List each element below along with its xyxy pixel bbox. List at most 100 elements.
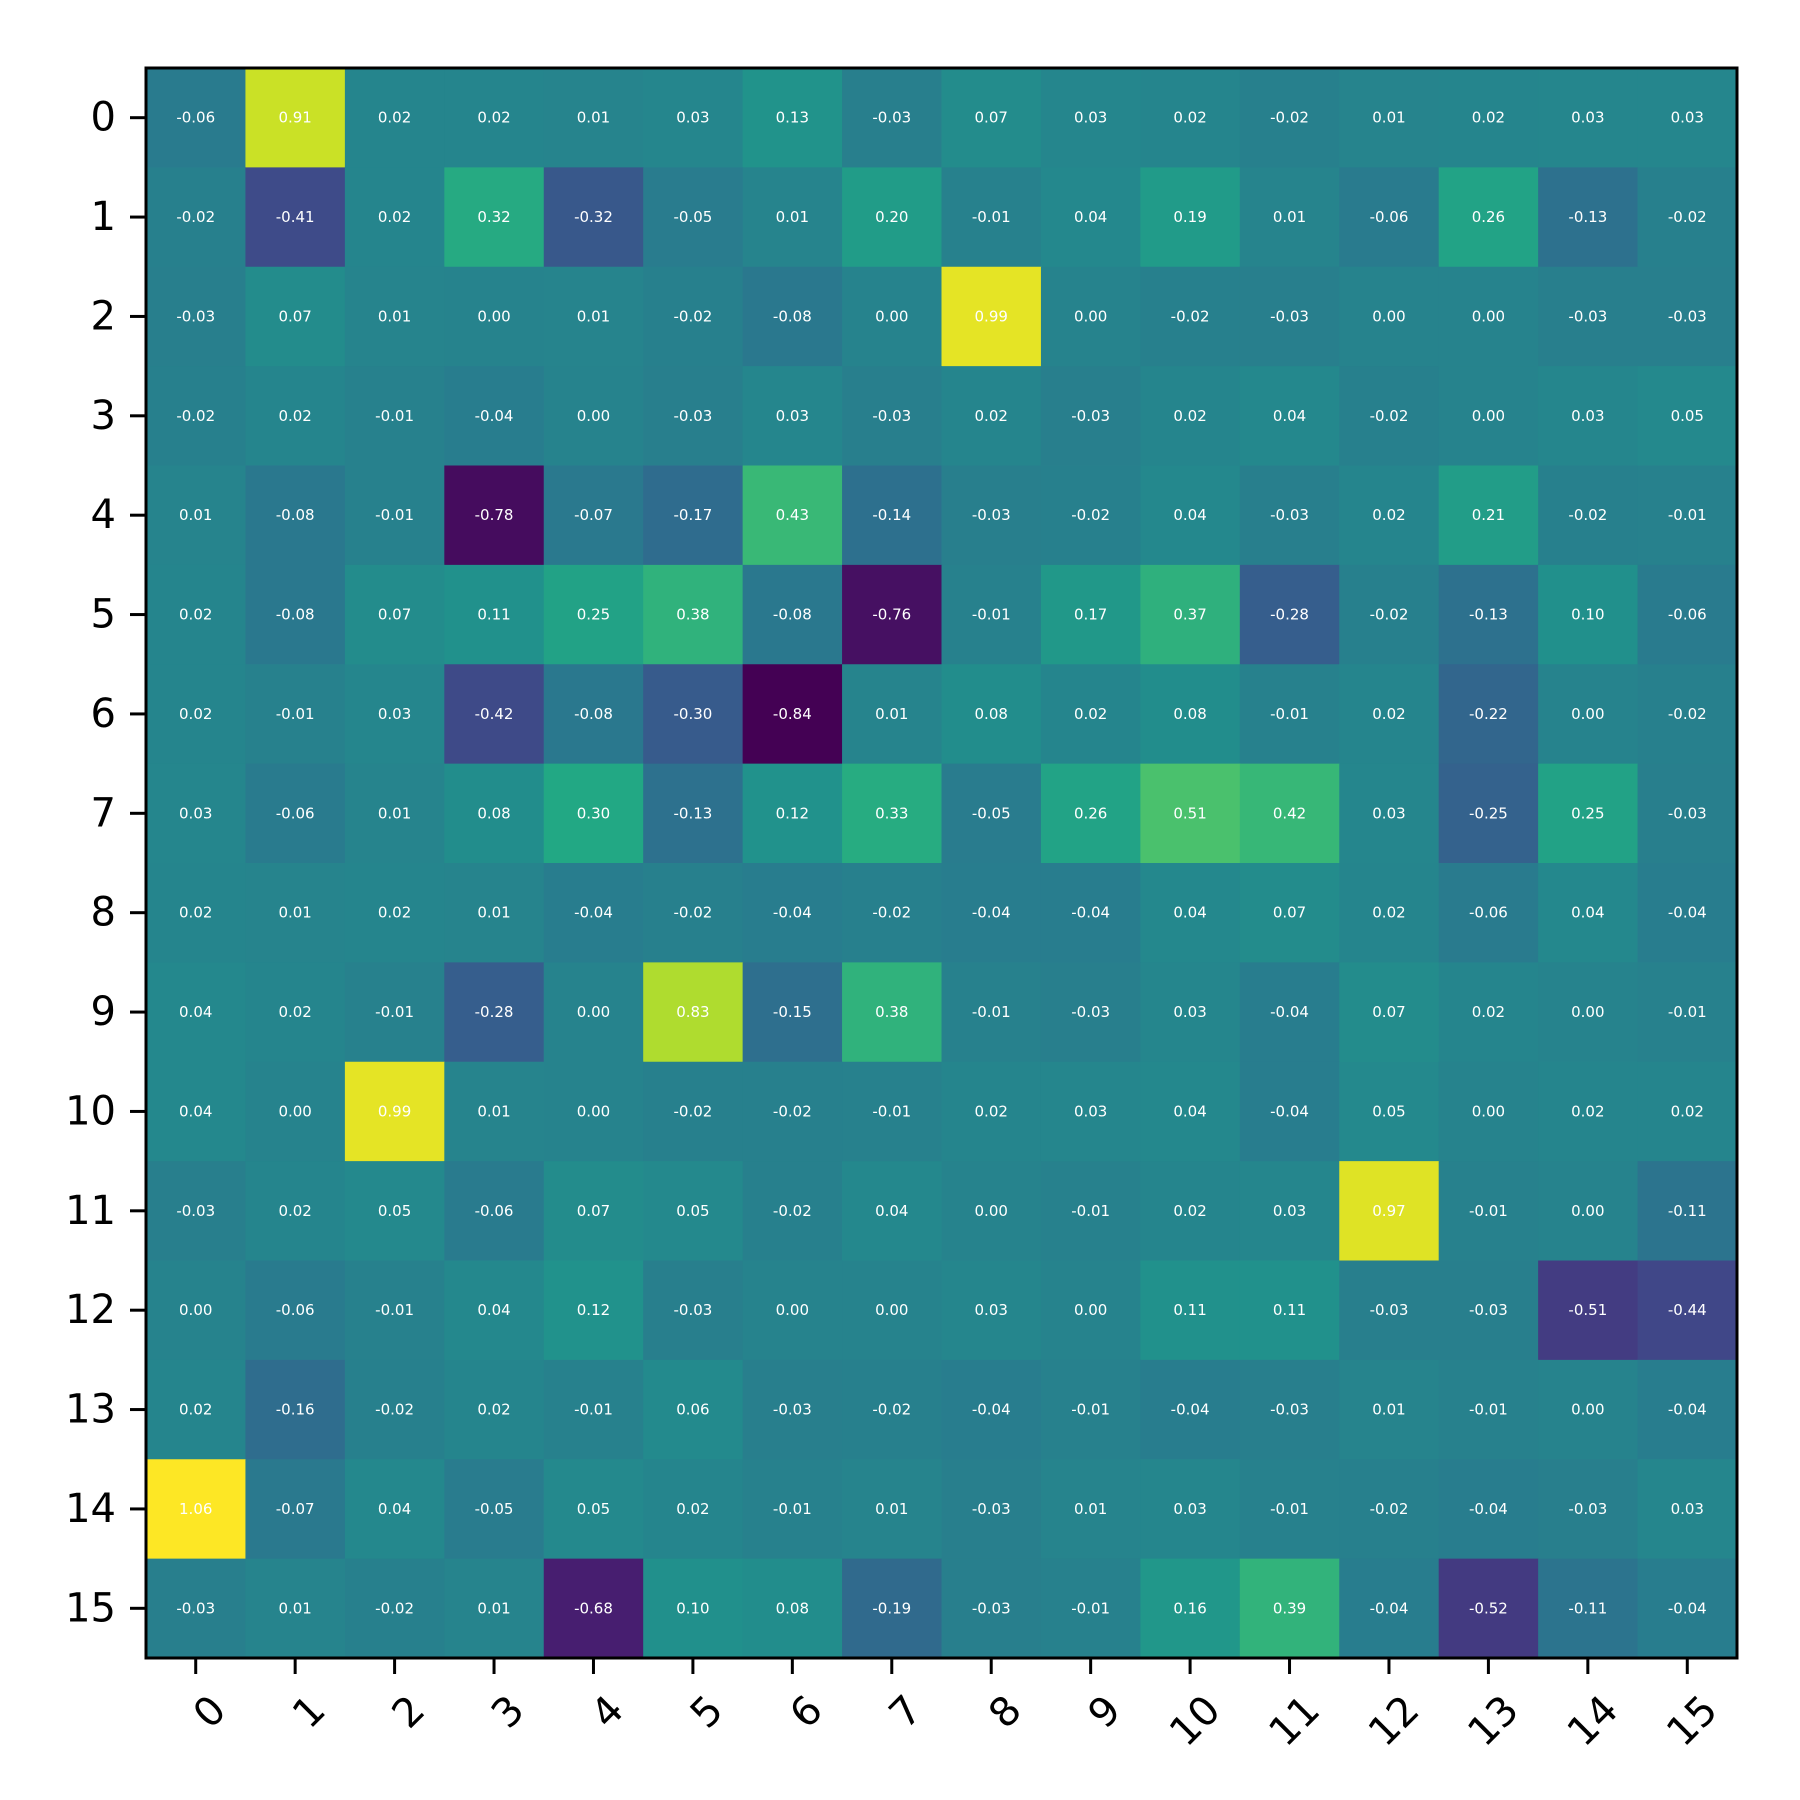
x-tick-label: 10 [1161, 1687, 1230, 1756]
cell-value-label: -0.03 [1071, 407, 1110, 425]
cell-value-label: -0.06 [276, 1301, 315, 1319]
cell-value-label: 0.03 [776, 407, 809, 425]
heatmap-cell [1438, 763, 1539, 864]
heatmap-cell [344, 1558, 445, 1659]
cell-value-label: -0.51 [1568, 1301, 1607, 1319]
heatmap-cell [1140, 366, 1241, 467]
cell-value-label: -0.01 [872, 1102, 911, 1120]
heatmap-cell [643, 68, 744, 168]
heatmap-cell [941, 1161, 1042, 1262]
cell-value-label: 0.08 [776, 1599, 809, 1617]
heatmap-cell [842, 664, 943, 765]
heatmap-cell [941, 863, 1042, 963]
cell-value-label: 0.07 [1273, 904, 1306, 922]
cell-value-label: -0.01 [375, 506, 414, 524]
heatmap-cell [1637, 664, 1738, 765]
heatmap-cell [245, 1161, 346, 1262]
cell-value-label: 0.02 [477, 109, 510, 127]
heatmap-cell [941, 1260, 1042, 1361]
heatmap-cell [643, 763, 744, 864]
cell-value-label: 0.08 [477, 804, 510, 822]
heatmap-cell [1538, 863, 1639, 963]
heatmap-cell [742, 1558, 843, 1659]
cell-value-label: -0.02 [674, 904, 713, 922]
heatmap-cell [1040, 664, 1141, 765]
cell-value-label: -0.01 [1469, 1202, 1508, 1220]
heatmap-cell [444, 465, 545, 566]
heatmap-cell [1538, 167, 1639, 268]
heatmap-cell [1239, 465, 1340, 566]
x-tick-label: 0 [185, 1687, 236, 1738]
cell-value-label: 0.00 [1074, 307, 1107, 325]
cell-value-label: 0.05 [577, 1500, 610, 1518]
cell-value-label: -0.22 [1469, 705, 1508, 723]
heatmap-cell [146, 1558, 247, 1659]
heatmap-cell [1339, 1260, 1440, 1361]
heatmap-cell [1040, 564, 1141, 665]
heatmap-cell [1637, 68, 1738, 168]
heatmap-cell [444, 167, 545, 268]
heatmap-cell [842, 1161, 943, 1262]
cell-value-label: -0.02 [674, 1102, 713, 1120]
heatmap-cell [146, 863, 247, 963]
heatmap-cell [1538, 1459, 1639, 1560]
cell-value-label: -0.30 [674, 705, 713, 723]
cell-value-label: -0.01 [972, 1003, 1011, 1021]
heatmap-cell [842, 266, 943, 367]
cell-value-label: -0.03 [674, 1301, 713, 1319]
heatmap-cell [1637, 1061, 1738, 1162]
heatmap-cell [344, 1459, 445, 1560]
cell-value-label: 0.01 [378, 307, 411, 325]
cell-value-label: -0.08 [773, 307, 812, 325]
cell-value-label: -0.04 [1668, 904, 1707, 922]
heatmap-cell [1339, 1061, 1440, 1162]
cell-value-label: -0.11 [1668, 1202, 1707, 1220]
y-tick-label: 15 [65, 1585, 116, 1631]
heatmap-cell [146, 266, 247, 367]
heatmap-cell [444, 1558, 545, 1659]
cell-value-label: 0.03 [378, 705, 411, 723]
heatmap-cell [444, 266, 545, 367]
cell-value-label: -0.02 [773, 1202, 812, 1220]
cell-value-label: 0.08 [975, 705, 1008, 723]
cell-value-label: 0.03 [1571, 407, 1604, 425]
cell-value-label: 0.10 [676, 1599, 709, 1617]
heatmap-cell [1538, 763, 1639, 864]
heatmap-cell [1438, 266, 1539, 367]
cell-value-label: 0.02 [1571, 1102, 1604, 1120]
cell-value-label: -0.01 [972, 606, 1011, 624]
heatmap-cell [543, 1459, 644, 1560]
cell-value-label: 0.00 [1571, 1003, 1604, 1021]
cell-value-label: -0.15 [773, 1003, 812, 1021]
heatmap-cell [1339, 266, 1440, 367]
cell-value-label: 0.43 [776, 506, 809, 524]
heatmap-cell [842, 863, 943, 963]
cell-value-label: -0.01 [1071, 1401, 1110, 1419]
heatmap-cell [245, 1061, 346, 1162]
cell-value-label: 0.08 [1173, 705, 1206, 723]
cell-value-label: -0.04 [475, 407, 514, 425]
heatmap-cell [543, 1161, 644, 1262]
cell-value-label: 0.83 [676, 1003, 709, 1021]
cell-value-label: 0.01 [1372, 1401, 1405, 1419]
cell-value-label: 0.04 [875, 1202, 908, 1220]
cell-value-label: -0.03 [1668, 804, 1707, 822]
heatmap-cell [1140, 465, 1241, 566]
cell-value-label: -0.78 [475, 506, 514, 524]
y-tick-label: 4 [91, 492, 116, 538]
x-tick-label: 5 [682, 1687, 733, 1738]
heatmap-cell [643, 1061, 744, 1162]
cell-value-label: 0.03 [1173, 1500, 1206, 1518]
cell-value-label: -0.03 [972, 1599, 1011, 1617]
cell-value-label: 0.02 [179, 904, 212, 922]
cell-value-label: 0.00 [577, 1102, 610, 1120]
cell-value-label: 0.02 [278, 1202, 311, 1220]
y-tick-label: 13 [65, 1387, 116, 1433]
heatmap-cell [941, 1459, 1042, 1560]
cell-value-label: 0.11 [1173, 1301, 1206, 1319]
heatmap-cell [1339, 763, 1440, 864]
cell-value-label: -0.76 [872, 606, 911, 624]
heatmap-cell [1339, 465, 1440, 566]
cell-value-label: 0.37 [1173, 606, 1206, 624]
heatmap-cell [1239, 1161, 1340, 1262]
